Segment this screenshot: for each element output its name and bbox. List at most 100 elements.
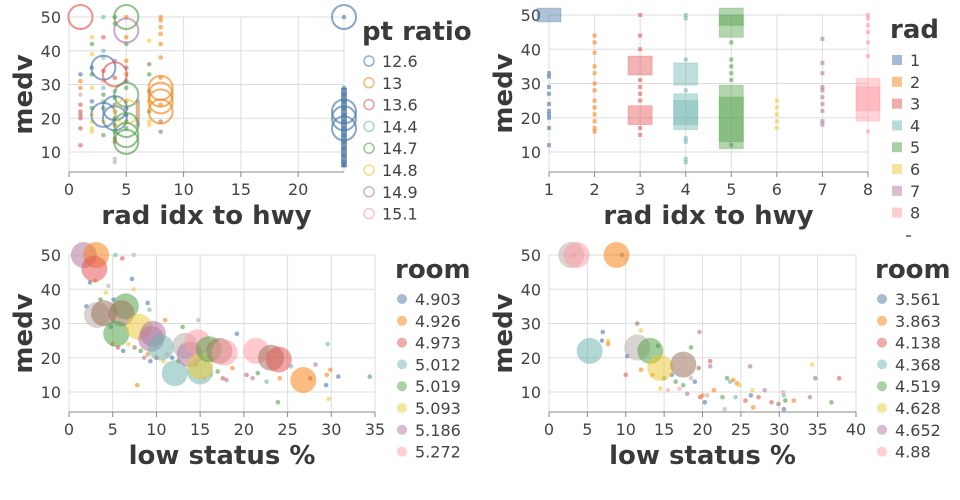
chart3-panel: 10 20 30 40 50 0 5 10 15 20 25 30 35 low status % medv… — [9, 242, 471, 478]
point-mark — [547, 108, 551, 113]
y-tick-label: 30 — [521, 315, 541, 334]
point-mark — [78, 85, 83, 91]
point-mark — [866, 23, 870, 28]
point-mark — [836, 376, 842, 381]
y-tick-label: 40 — [41, 42, 61, 61]
legend-label: 3.561 — [895, 290, 941, 309]
point-mark — [132, 345, 137, 350]
legend-label: 4.906 — [895, 464, 941, 483]
point-mark — [638, 132, 643, 137]
legend-item: 3.561 — [877, 290, 941, 309]
legend-symbol-icon — [397, 403, 407, 413]
point-mark — [665, 387, 671, 393]
legend-item: 4.652 — [877, 421, 941, 440]
point-mark — [711, 387, 717, 393]
legend-label: 4 — [910, 116, 920, 135]
legend-symbol-icon — [397, 446, 407, 457]
y-tick-label: 20 — [41, 109, 61, 128]
legend-label: 3.863 — [895, 312, 941, 331]
point-mark — [750, 405, 756, 410]
legend-symbol-icon — [892, 185, 902, 196]
x-tick-label: 3 — [635, 180, 645, 199]
legend-label: 1 — [910, 51, 920, 70]
point-mark — [638, 47, 643, 52]
point-mark — [162, 317, 168, 323]
point-mark — [89, 51, 95, 57]
legend-item: 14.9 — [363, 183, 418, 202]
point-mark — [158, 24, 163, 30]
bubble-mark — [211, 339, 238, 366]
point-mark — [101, 48, 106, 54]
y-tick-label: 10 — [521, 143, 541, 162]
legend-label: 5.019 — [415, 377, 461, 396]
chart4-panel: 10 20 30 40 50 0 5 10 15 20 25 30 35 40 low status % me… — [489, 242, 951, 483]
point-mark — [774, 126, 779, 131]
point-mark — [696, 365, 701, 371]
point-mark — [748, 393, 754, 398]
box-mark — [673, 62, 699, 86]
legend-item: 3 — [892, 95, 920, 114]
box-mark — [536, 7, 562, 23]
point-mark — [89, 41, 95, 47]
bubble-mark — [113, 112, 140, 138]
point-mark — [729, 57, 734, 62]
point-mark — [112, 156, 118, 162]
point-mark — [729, 143, 734, 148]
legend-item: 5.093 — [397, 399, 461, 418]
x-tick-label: 1 — [544, 180, 554, 199]
box-mark — [855, 77, 881, 122]
legend-item: 4 — [892, 116, 920, 135]
legend-item: 4.519 — [877, 377, 941, 396]
x-tick-label: 2 — [589, 180, 599, 199]
legend-label: 13.6 — [382, 96, 418, 115]
point-mark — [328, 367, 333, 373]
legend-symbol-icon — [397, 468, 407, 478]
point-mark — [547, 143, 551, 148]
x-tick-label: 6 — [772, 180, 782, 199]
legend-item: 4.368 — [877, 355, 941, 374]
point-mark — [592, 88, 597, 93]
legend-items: 3.561 3.863 4.138 4.368 4.519 4.628 4.652 4.88 4… — [877, 290, 941, 483]
point-mark — [820, 60, 825, 65]
point-mark — [638, 78, 643, 83]
point-mark — [103, 290, 109, 295]
bubble-mark — [147, 88, 174, 115]
legend-item: 5.272 — [397, 443, 461, 462]
bubble-mark — [161, 360, 188, 387]
point-mark — [547, 91, 551, 96]
legend-item: 7 — [892, 182, 920, 201]
point-mark — [638, 126, 643, 131]
x-tick-label: 15 — [654, 420, 674, 439]
point-mark — [820, 36, 825, 41]
point-mark — [158, 31, 163, 37]
point-mark — [78, 102, 83, 108]
point-mark — [592, 64, 597, 69]
bubble-mark — [67, 4, 94, 30]
point-mark — [684, 391, 690, 397]
point-mark — [325, 341, 331, 347]
point-mark — [762, 387, 767, 393]
point-mark — [592, 98, 597, 103]
legend-item: 5.186 — [397, 421, 461, 440]
point-mark — [657, 386, 663, 391]
x-tick-label: 20 — [288, 180, 308, 199]
point-mark — [638, 91, 643, 96]
legend-symbol-icon — [363, 142, 375, 154]
bubble-mark — [81, 255, 108, 282]
y-tick-label: 20 — [521, 349, 541, 368]
legend-label: 5.186 — [415, 421, 461, 440]
point-mark — [138, 348, 143, 354]
legend-symbol-icon — [363, 207, 375, 220]
point-mark — [101, 92, 106, 97]
y-tick-label: 20 — [521, 109, 541, 128]
legend-item: 2 — [892, 73, 920, 92]
x-axis-title: rad idx to hwy — [603, 201, 813, 231]
box-mark — [718, 96, 744, 143]
legend-item: 4.926 — [397, 312, 461, 331]
point-mark — [148, 358, 153, 364]
point-mark — [145, 352, 150, 357]
plot-area — [70, 242, 373, 405]
point-mark — [264, 379, 269, 385]
point-mark — [313, 362, 318, 367]
point-mark — [158, 14, 163, 20]
